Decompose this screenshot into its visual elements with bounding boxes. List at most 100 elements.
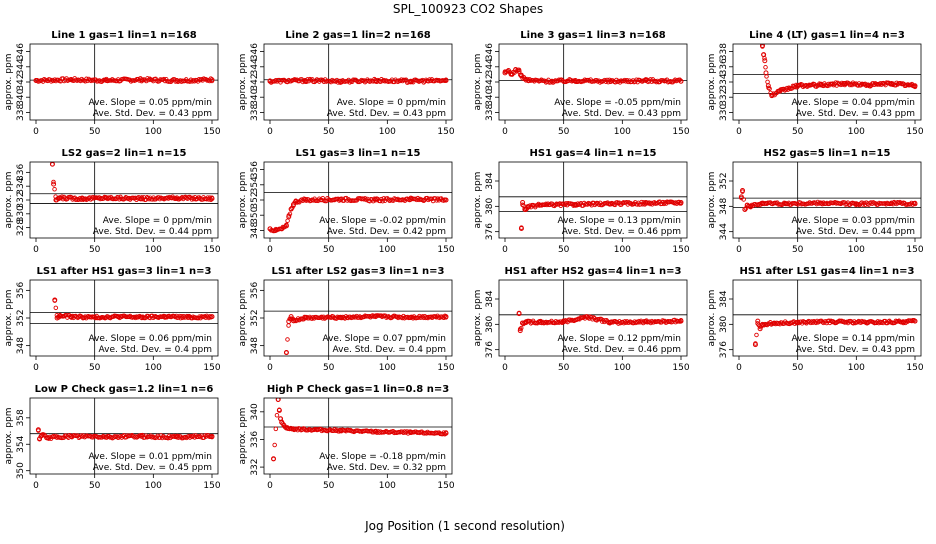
data-point bbox=[51, 181, 57, 187]
data-point bbox=[742, 207, 748, 212]
data-point bbox=[278, 416, 283, 421]
y-tick-label: 342 bbox=[485, 73, 495, 90]
data-point bbox=[520, 76, 525, 81]
x-tick-label: 100 bbox=[614, 127, 631, 137]
y-tick-label: 344 bbox=[250, 58, 260, 75]
y-tick-label: 344 bbox=[719, 223, 729, 240]
panel-title: Line 1 gas=1 lin=1 n=168 bbox=[51, 30, 197, 41]
x-tick-label: 100 bbox=[379, 245, 396, 255]
ave-slope-text: Ave. Slope = 0.05 ppm/min bbox=[88, 98, 212, 108]
data-point bbox=[165, 435, 171, 441]
panel-6: LS1 gas=3 lin=1 n=150 50 100 15034835035235… bbox=[238, 148, 455, 255]
y-tick-label: 354 bbox=[16, 435, 26, 452]
panel-9: LS1 after HS1 gas=3 lin=1 n=3 0 50 100 150 34… bbox=[4, 266, 221, 373]
y-tick-label: 332 bbox=[250, 458, 260, 475]
data-point bbox=[762, 58, 768, 64]
data-point bbox=[334, 77, 340, 83]
ave-slope-text: Ave. Slope = 0 ppm/min bbox=[337, 98, 446, 108]
panel-7: HS1 gas=4 lin=1 n=15 0 50 100 150 376 380 384ap… bbox=[473, 148, 690, 255]
data-point bbox=[518, 325, 524, 331]
x-tick-label: 100 bbox=[614, 363, 631, 373]
y-axis-label: approx. ppm bbox=[238, 290, 248, 347]
data-point bbox=[890, 82, 895, 88]
ave-std-dev-text: Ave. Std. Dev. = 0.4 ppm bbox=[99, 345, 212, 355]
data-point bbox=[288, 206, 294, 212]
data-point bbox=[443, 315, 449, 320]
data-point bbox=[395, 79, 401, 84]
x-tick-label: 50 bbox=[792, 127, 804, 137]
y-tick-label: 340 bbox=[250, 403, 260, 420]
y-tick-label: 346 bbox=[250, 43, 260, 60]
data-point bbox=[284, 350, 289, 355]
plot-frame bbox=[732, 161, 922, 239]
x-tick-label: 150 bbox=[437, 127, 454, 137]
data-points bbox=[35, 427, 215, 442]
data-point bbox=[110, 77, 115, 82]
data-point bbox=[443, 197, 449, 203]
y-tick-label: 352 bbox=[250, 191, 260, 208]
ave-slope-text: Ave. Slope = 0.14 ppm/min bbox=[791, 334, 915, 344]
data-point bbox=[443, 77, 449, 82]
data-point bbox=[594, 77, 599, 83]
ave-std-dev-text: Ave. Std. Dev. = 0.32 ppm bbox=[327, 463, 446, 473]
data-point bbox=[273, 426, 279, 432]
panel-title: Line 4 (LT) gas=1 lin=4 n=3 bbox=[749, 30, 905, 41]
panel-title: HS2 gas=5 lin=1 n=15 bbox=[764, 148, 891, 159]
ave-std-dev-text: Ave. Std. Dev. = 0.46 ppm bbox=[562, 227, 681, 237]
plot-frame bbox=[498, 279, 688, 357]
y-tick-label: 348 bbox=[719, 197, 729, 214]
x-tick-label: 150 bbox=[203, 127, 220, 137]
x-tick-label: 0 bbox=[502, 127, 508, 137]
data-point bbox=[312, 79, 317, 85]
y-tick-label: 384 bbox=[485, 290, 495, 307]
data-point bbox=[304, 79, 309, 84]
x-tick-label: 150 bbox=[437, 245, 454, 255]
plot-frame bbox=[263, 397, 453, 475]
data-point bbox=[203, 77, 209, 82]
data-point bbox=[281, 422, 287, 428]
data-point bbox=[754, 332, 759, 338]
x-tick-label: 50 bbox=[323, 127, 335, 137]
data-point bbox=[766, 85, 771, 91]
data-points bbox=[49, 162, 215, 203]
y-tick-label: 342 bbox=[16, 73, 26, 90]
data-point bbox=[847, 82, 853, 88]
data-point bbox=[272, 442, 277, 448]
data-points bbox=[283, 313, 449, 356]
ave-std-dev-text: Ave. Std. Dev. = 0.43 ppm bbox=[796, 345, 915, 355]
x-tick-label: 0 bbox=[33, 245, 39, 255]
data-point bbox=[763, 65, 768, 70]
panel-8: HS2 gas=5 lin=1 n=15 0 50 100 150 344 348 352ap… bbox=[707, 148, 924, 255]
data-points bbox=[502, 67, 684, 85]
x-tick-label: 0 bbox=[33, 363, 39, 373]
data-point bbox=[606, 79, 611, 85]
ave-slope-text: Ave. Slope = -0.02 ppm/min bbox=[319, 216, 446, 226]
data-points bbox=[267, 195, 449, 234]
data-point bbox=[626, 200, 632, 205]
y-tick-label: 336 bbox=[719, 58, 729, 75]
y-tick-label: 338 bbox=[485, 104, 495, 121]
y-tick-label: 352 bbox=[16, 309, 26, 326]
x-tick-label: 100 bbox=[848, 127, 865, 137]
data-points bbox=[752, 317, 918, 348]
ave-std-dev-text: Ave. Std. Dev. = 0.4 ppm bbox=[333, 345, 446, 355]
x-tick-label: 50 bbox=[323, 245, 335, 255]
panel-13: Low P Check gas=1.2 lin=1 n=6 0 50 100 150 35… bbox=[4, 384, 221, 491]
ave-std-dev-text: Ave. Std. Dev. = 0.45 ppm bbox=[93, 463, 212, 473]
x-tick-label: 0 bbox=[33, 481, 39, 491]
panel-title: High P Check gas=1 lin=0.8 n=3 bbox=[267, 384, 449, 395]
ave-std-dev-text: Ave. Std. Dev. = 0.44 ppm bbox=[93, 227, 212, 237]
y-tick-label: 348 bbox=[250, 222, 260, 239]
panel-title: HS1 after HS2 gas=4 lin=1 n=3 bbox=[504, 266, 681, 277]
data-point bbox=[410, 79, 416, 85]
data-point bbox=[52, 187, 57, 192]
x-tick-label: 150 bbox=[437, 481, 454, 491]
data-point bbox=[519, 225, 524, 230]
y-axis-label: approx. ppm bbox=[707, 172, 717, 229]
data-point bbox=[209, 78, 215, 84]
data-points bbox=[267, 76, 449, 85]
ave-slope-text: Ave. Slope = 0.01 ppm/min bbox=[88, 452, 212, 462]
y-tick-label: 376 bbox=[485, 341, 495, 358]
panels: Line 1 gas=1 lin=1 n=168 0 50 100 150 338 340 3… bbox=[4, 30, 924, 491]
data-point bbox=[648, 77, 653, 82]
